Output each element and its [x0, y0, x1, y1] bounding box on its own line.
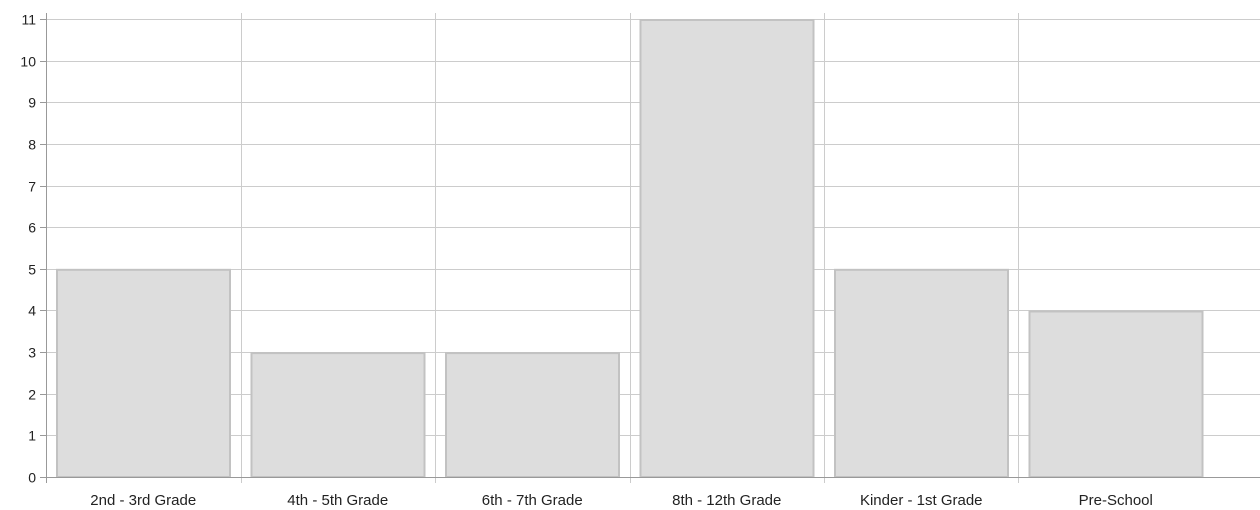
y-tick-label: 5: [28, 262, 36, 278]
y-tick-label: 11: [21, 12, 36, 28]
y-tick-label: 0: [28, 470, 36, 486]
category-label: 6th - 7th Grade: [482, 492, 583, 509]
bar-1: [250, 352, 426, 478]
bar-0: [56, 268, 231, 478]
y-tick-label: 10: [20, 54, 36, 70]
bar-2: [445, 352, 620, 478]
bars: [56, 19, 1204, 479]
category-label: Kinder - 1st Grade: [860, 492, 983, 509]
y-axis-tick-labels: 0 1 2 3 4 5 6 7 8 9 10 11: [20, 12, 36, 486]
x-axis-category-labels: 2nd - 3rd Grade 4th - 5th Grade 6th - 7th …: [90, 492, 1153, 509]
y-tick-label: 4: [28, 303, 36, 319]
y-tick-label: 9: [28, 95, 36, 111]
y-tick-label: 8: [28, 137, 36, 153]
bar-5: [1028, 310, 1204, 479]
bar-4: [834, 268, 1009, 478]
axes: [40, 13, 1260, 478]
y-tick-label: 6: [28, 220, 36, 236]
category-label: 2nd - 3rd Grade: [90, 492, 196, 509]
bar-3: [639, 19, 815, 478]
y-tick-label: 3: [28, 345, 36, 361]
category-label: 4th - 5th Grade: [287, 492, 388, 509]
y-tick-label: 1: [28, 428, 36, 444]
category-label: Pre-School: [1079, 492, 1153, 509]
y-tick-label: 2: [28, 387, 36, 403]
y-tick-label: 7: [28, 179, 36, 195]
category-label: 8th - 12th Grade: [672, 492, 781, 509]
